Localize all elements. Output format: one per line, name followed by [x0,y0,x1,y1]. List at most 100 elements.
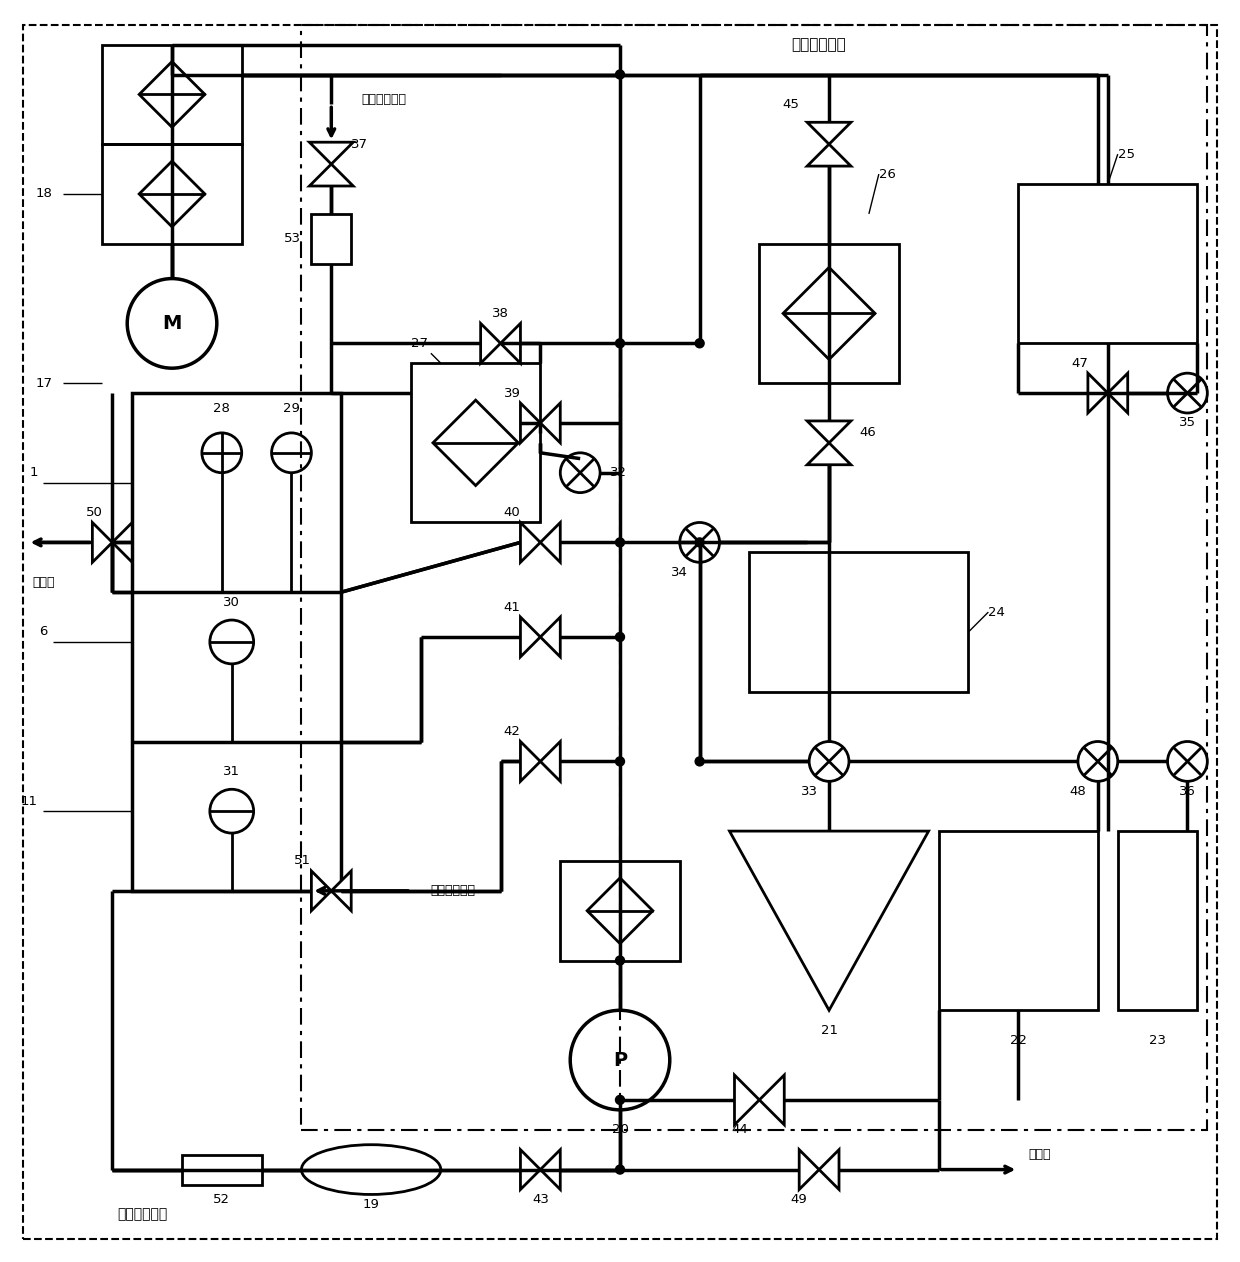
Text: 粉末循环系统: 粉末循环系统 [791,37,847,52]
Polygon shape [113,522,133,563]
Text: 废气排: 废气排 [1028,1148,1050,1161]
Text: 34: 34 [671,565,688,579]
Bar [103,44,242,144]
Text: 36: 36 [1179,785,1195,798]
Polygon shape [521,522,541,563]
Text: 11: 11 [21,795,37,808]
Polygon shape [521,403,541,443]
Text: 惰性气体入口: 惰性气体入口 [430,885,476,897]
Bar [1117,832,1198,1011]
Text: 废气排: 废气排 [32,575,55,588]
Text: 44: 44 [732,1123,748,1136]
Polygon shape [541,1150,560,1190]
Polygon shape [1087,374,1107,413]
Text: 惰性气体入口: 惰性气体入口 [361,93,407,106]
Polygon shape [541,742,560,781]
Polygon shape [1107,374,1127,413]
Text: 30: 30 [223,596,241,608]
Text: 33: 33 [801,785,817,798]
Bar [759,244,899,384]
Polygon shape [311,871,331,911]
Text: 41: 41 [503,601,521,613]
Bar [311,213,351,264]
Polygon shape [807,443,851,464]
Polygon shape [521,742,541,781]
Text: 19: 19 [362,1198,379,1212]
Bar [560,861,680,960]
Text: 53: 53 [284,232,301,245]
Text: 20: 20 [611,1123,629,1136]
Polygon shape [541,522,560,563]
Bar [301,25,1208,1129]
Text: 39: 39 [503,386,521,400]
Text: 32: 32 [610,466,627,480]
Circle shape [696,538,704,546]
Text: 27: 27 [410,337,428,350]
Text: 46: 46 [859,427,875,439]
Text: 25: 25 [1117,148,1135,160]
Text: 1: 1 [29,466,37,480]
Text: 49: 49 [791,1193,807,1206]
Text: M: M [162,314,182,333]
Bar [103,144,242,244]
Bar [410,363,541,522]
Circle shape [696,757,704,766]
Text: 42: 42 [503,726,521,738]
Bar [133,392,341,891]
Bar [182,1155,262,1185]
Polygon shape [807,122,851,144]
Polygon shape [310,143,353,164]
Text: 28: 28 [213,401,231,414]
Bar [1018,184,1198,343]
Text: 35: 35 [1179,416,1195,429]
Polygon shape [807,422,851,443]
Text: 29: 29 [283,401,300,414]
Text: 22: 22 [1009,1034,1027,1046]
Text: 21: 21 [821,1023,837,1036]
Polygon shape [800,1150,820,1190]
Circle shape [615,538,625,546]
Text: 气体循环系统: 气体循环系统 [117,1208,167,1222]
Text: 23: 23 [1149,1034,1166,1046]
Polygon shape [92,522,113,563]
Text: 26: 26 [879,168,895,180]
Circle shape [615,338,625,348]
Text: 50: 50 [86,506,103,519]
Text: 45: 45 [782,98,800,111]
Text: 38: 38 [492,307,508,321]
Text: 17: 17 [36,376,52,390]
Circle shape [615,957,625,965]
Text: 37: 37 [351,138,368,150]
Polygon shape [807,144,851,167]
Polygon shape [541,617,560,658]
Polygon shape [521,1150,541,1190]
Circle shape [615,69,625,80]
Text: 52: 52 [213,1193,231,1206]
Text: P: P [613,1050,627,1070]
Text: 40: 40 [503,506,521,519]
Text: 43: 43 [532,1193,549,1206]
Text: 48: 48 [1070,785,1086,798]
Polygon shape [541,403,560,443]
Polygon shape [310,164,353,186]
Bar [939,832,1097,1011]
Polygon shape [481,323,501,363]
Polygon shape [734,1075,759,1124]
Text: 6: 6 [40,626,47,639]
Polygon shape [759,1075,784,1124]
Circle shape [615,632,625,641]
Circle shape [696,338,704,348]
Polygon shape [820,1150,839,1190]
Polygon shape [331,871,351,911]
Text: 31: 31 [223,765,241,777]
Text: 18: 18 [36,188,52,201]
Text: 51: 51 [294,854,311,867]
Bar [749,553,968,692]
Polygon shape [521,617,541,658]
Circle shape [615,757,625,766]
Text: 24: 24 [988,606,1006,618]
Polygon shape [501,323,521,363]
Text: 47: 47 [1071,357,1087,370]
Circle shape [615,1095,625,1104]
Circle shape [615,1165,625,1174]
